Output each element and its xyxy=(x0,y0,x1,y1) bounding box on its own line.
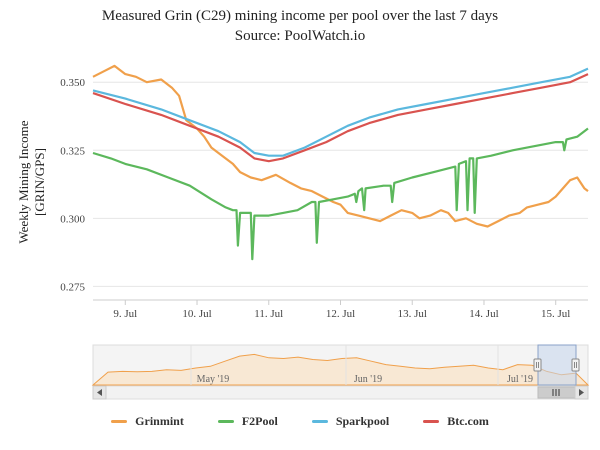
legend-swatch xyxy=(111,420,128,423)
x-tick-label: 9. Jul xyxy=(113,308,137,320)
arrow-left-icon xyxy=(97,389,102,396)
navigator-left-handle[interactable] xyxy=(533,358,542,372)
legend-label: Grinmint xyxy=(135,414,184,428)
x-tick-label: 12. Jul xyxy=(326,308,355,320)
series-line-grinmint[interactable] xyxy=(92,64,589,228)
legend-swatch xyxy=(423,420,440,423)
chart-title: Measured Grin (C29) mining income per po… xyxy=(101,8,499,24)
line-chart: 0.275 0.300 0.325 0.350 9. Jul 10. Jul 11. Ju… xyxy=(16,64,590,400)
legend-item-grinmint[interactable]: Grinmint xyxy=(111,414,184,429)
series-line-btc-com[interactable] xyxy=(92,73,589,163)
legend-item-btc-com[interactable]: Btc.com xyxy=(423,414,489,429)
scrollbar[interactable] xyxy=(92,385,589,400)
x-tick-label: 10. Jul xyxy=(182,308,211,320)
y-axis-label: Weekly Mining Income xyxy=(16,120,31,243)
y-tick-label: 0.350 xyxy=(60,77,85,89)
legend: Grinmint F2Pool Sparkpool Btc.com xyxy=(0,414,600,429)
legend-label: Btc.com xyxy=(447,414,489,428)
navigator-right-handle[interactable] xyxy=(571,358,580,372)
scrollbar-track[interactable] xyxy=(92,385,589,400)
navigator-label: Jun '19 xyxy=(354,374,382,385)
chart-subtitle: Source: PoolWatch.io xyxy=(234,28,366,44)
x-tick-label: 13. Jul xyxy=(398,308,427,320)
legend-label: F2Pool xyxy=(241,414,278,428)
y-axis-label-line2: [GRIN/GPS] xyxy=(32,148,47,216)
x-tick-label: 14. Jul xyxy=(469,308,498,320)
navigator-series xyxy=(91,353,590,386)
y-tick-label: 0.300 xyxy=(60,213,85,225)
navigator[interactable]: May '19 Jun '19 Jul '19 xyxy=(91,344,590,386)
x-tick-label: 15. Jul xyxy=(541,308,570,320)
legend-swatch xyxy=(217,420,234,423)
legend-swatch xyxy=(311,420,328,423)
navigator-label: May '19 xyxy=(197,374,230,385)
navigator-selected-range[interactable] xyxy=(537,344,577,386)
series-line-f2pool[interactable] xyxy=(92,127,589,261)
series-line-sparkpool[interactable] xyxy=(92,67,589,157)
arrow-right-icon xyxy=(579,389,584,396)
legend-label: Sparkpool xyxy=(335,414,390,428)
y-tick-label: 0.275 xyxy=(60,281,85,293)
legend-item-sparkpool[interactable]: Sparkpool xyxy=(311,414,390,429)
y-tick-label: 0.325 xyxy=(60,145,85,157)
legend-item-f2pool[interactable]: F2Pool xyxy=(217,414,278,429)
x-tick-label: 11. Jul xyxy=(254,308,283,320)
navigator-label: Jul '19 xyxy=(507,374,533,385)
